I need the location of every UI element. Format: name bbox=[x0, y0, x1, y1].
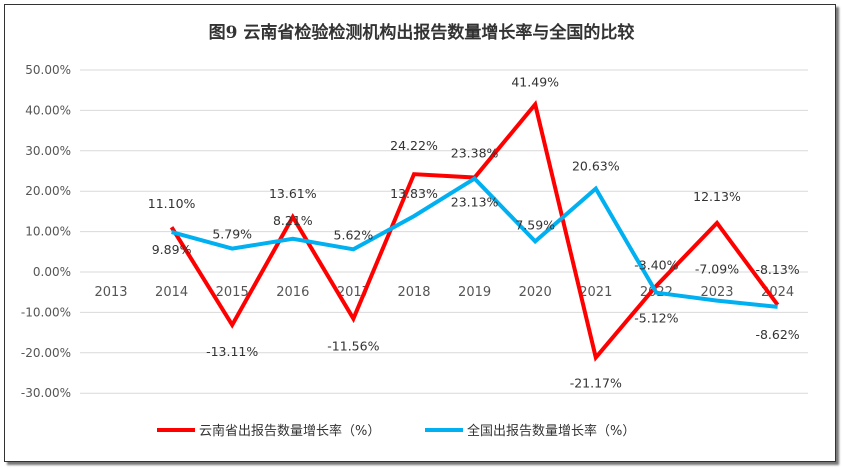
legend-label-yunnan: 云南省出报告数量增长率（%） bbox=[199, 423, 380, 439]
y-tick-label: 20.00% bbox=[25, 184, 71, 198]
y-tick-label: -30.00% bbox=[21, 386, 71, 400]
data-label: -3.40% bbox=[634, 258, 678, 273]
y-tick-label: 40.00% bbox=[25, 103, 71, 117]
y-tick-label: -20.00% bbox=[21, 346, 71, 360]
data-label: -8.13% bbox=[755, 262, 799, 277]
x-tick-label: 2020 bbox=[519, 285, 552, 300]
data-label: 5.79% bbox=[212, 227, 252, 242]
y-tick-label: 30.00% bbox=[25, 144, 71, 158]
data-label: -11.56% bbox=[327, 339, 379, 354]
data-label: 11.10% bbox=[148, 196, 196, 211]
data-label: 24.22% bbox=[390, 138, 438, 153]
data-label: 13.83% bbox=[390, 186, 438, 201]
data-label: 9.89% bbox=[152, 242, 192, 257]
data-label: 41.49% bbox=[511, 74, 559, 89]
x-tick-label: 2021 bbox=[579, 285, 612, 300]
data-label: -13.11% bbox=[206, 344, 258, 359]
data-label: 23.38% bbox=[451, 146, 499, 161]
data-label: -7.09% bbox=[695, 262, 739, 277]
x-tick-label: 2023 bbox=[700, 285, 733, 300]
y-tick-label: 10.00% bbox=[25, 225, 71, 239]
data-label: 5.62% bbox=[334, 227, 374, 242]
chart-frame bbox=[4, 4, 836, 462]
x-tick-label: 2018 bbox=[397, 285, 430, 300]
data-label: 7.59% bbox=[515, 217, 555, 232]
data-label: 20.63% bbox=[572, 159, 620, 174]
y-tick-label: 50.00% bbox=[25, 63, 71, 77]
y-tick-label: 0.00% bbox=[33, 265, 71, 279]
data-label: -5.12% bbox=[634, 311, 678, 326]
legend-label-national: 全国出报告数量增长率（%） bbox=[467, 423, 635, 439]
x-tick-label: 2015 bbox=[216, 285, 249, 300]
chart-title: 图9 云南省检验检测机构出报告数量增长率与全国的比较 bbox=[208, 23, 635, 43]
data-label: -8.62% bbox=[755, 327, 799, 342]
data-label: 12.13% bbox=[693, 189, 741, 204]
data-label: 23.13% bbox=[451, 195, 499, 210]
x-tick-label: 2019 bbox=[458, 285, 491, 300]
data-label: 8.21% bbox=[273, 213, 313, 228]
data-label: 13.61% bbox=[269, 186, 317, 201]
x-tick-label: 2014 bbox=[155, 285, 188, 300]
y-tick-label: -10.00% bbox=[21, 305, 71, 319]
series-line-yunnan bbox=[169, 100, 780, 362]
x-tick-label: 2013 bbox=[94, 285, 127, 300]
x-tick-label: 2016 bbox=[276, 285, 309, 300]
series-line-national bbox=[171, 176, 778, 309]
data-label: -21.17% bbox=[570, 376, 622, 391]
